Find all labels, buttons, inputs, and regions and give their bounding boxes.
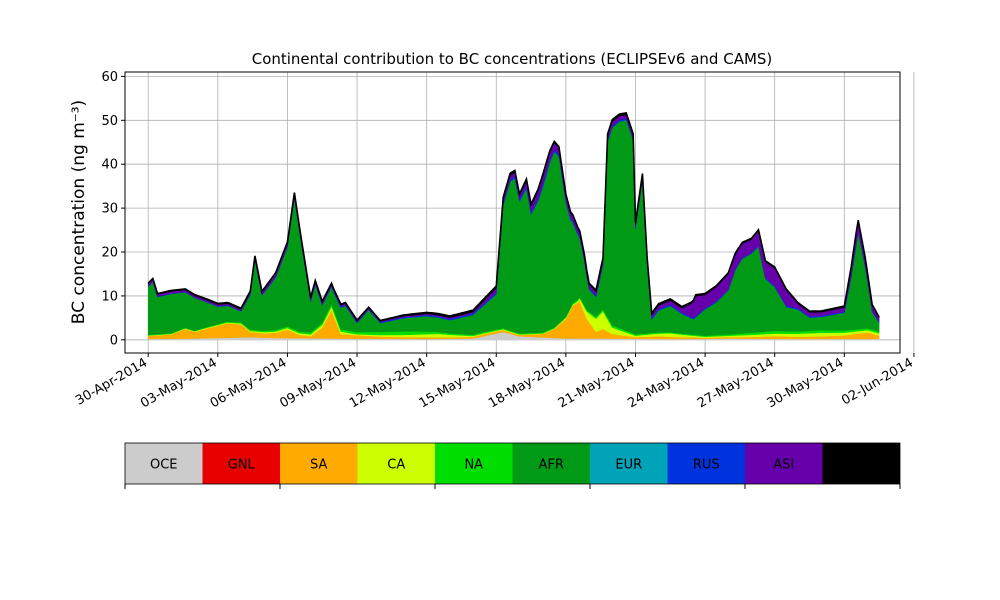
x-axis: 30-Apr-201403-May-201406-May-201409-May-…: [73, 353, 916, 411]
x-tick-label: 06-May-2014: [208, 355, 290, 411]
legend-label: GNL: [228, 458, 256, 473]
x-tick-label: 15-May-2014: [417, 355, 499, 411]
x-tick-label: 03-May-2014: [138, 355, 220, 411]
y-tick-label: 10: [101, 289, 118, 304]
legend-swatch-oce: [125, 443, 203, 484]
y-tick-label: 60: [101, 70, 118, 85]
x-tick-label: 27-May-2014: [695, 355, 777, 411]
continent-colorbar-legend: OCE GNL SA CA NA AFR EUR RUS ASI AUS: [124, 442, 901, 489]
legend-label: AUS: [848, 458, 875, 473]
legend-label: SA: [310, 458, 327, 473]
legend-swatch-na: [435, 443, 513, 484]
total-concentration-line: [147, 112, 880, 322]
legend-label: NA: [464, 458, 483, 473]
y-tick-label: 30: [101, 202, 118, 217]
legend-swatch-rus: [667, 443, 745, 484]
legend-swatch-eur: [590, 443, 668, 484]
legend-swatch-gnl: [202, 443, 280, 484]
y-axis: 0 10 20 30 40 50 60: [101, 70, 125, 348]
y-tick-label: 0: [110, 333, 118, 348]
legend-label: EUR: [615, 458, 642, 473]
y-tick-label: 50: [101, 114, 118, 129]
legend-frame: [124, 442, 901, 485]
x-tick-label: 24-May-2014: [625, 355, 707, 411]
legend-label: OCE: [150, 458, 178, 473]
x-tick-label: 12-May-2014: [347, 355, 429, 411]
legend-label: ASI: [773, 458, 794, 473]
x-tick-label: 30-May-2014: [765, 355, 847, 411]
x-tick-label: 21-May-2014: [556, 355, 638, 411]
x-tick-label: 02-Jun-2014: [839, 355, 916, 408]
chart-title: Continental contribution to BC concentra…: [252, 50, 773, 68]
y-tick-label: 40: [101, 158, 118, 173]
total-outline: [147, 112, 880, 322]
x-tick-label: 09-May-2014: [277, 355, 359, 411]
x-tick-label: 18-May-2014: [486, 355, 568, 411]
y-axis-label: BC concentration (ng m⁻³): [69, 100, 89, 324]
area-layers: [147, 112, 880, 341]
legend-swatch-aus: [822, 443, 900, 484]
legend-swatch-sa: [280, 443, 358, 484]
legend-swatch-asi: [745, 443, 823, 484]
legend-label: CA: [387, 458, 405, 473]
legend-label: AFR: [539, 458, 564, 473]
legend-swatch-afr: [512, 443, 590, 484]
legend-swatch-ca: [357, 443, 435, 484]
y-tick-label: 20: [101, 246, 118, 261]
plot-frame: [124, 71, 901, 354]
area-layer-afr: [147, 119, 880, 336]
legend-label: RUS: [693, 458, 720, 473]
